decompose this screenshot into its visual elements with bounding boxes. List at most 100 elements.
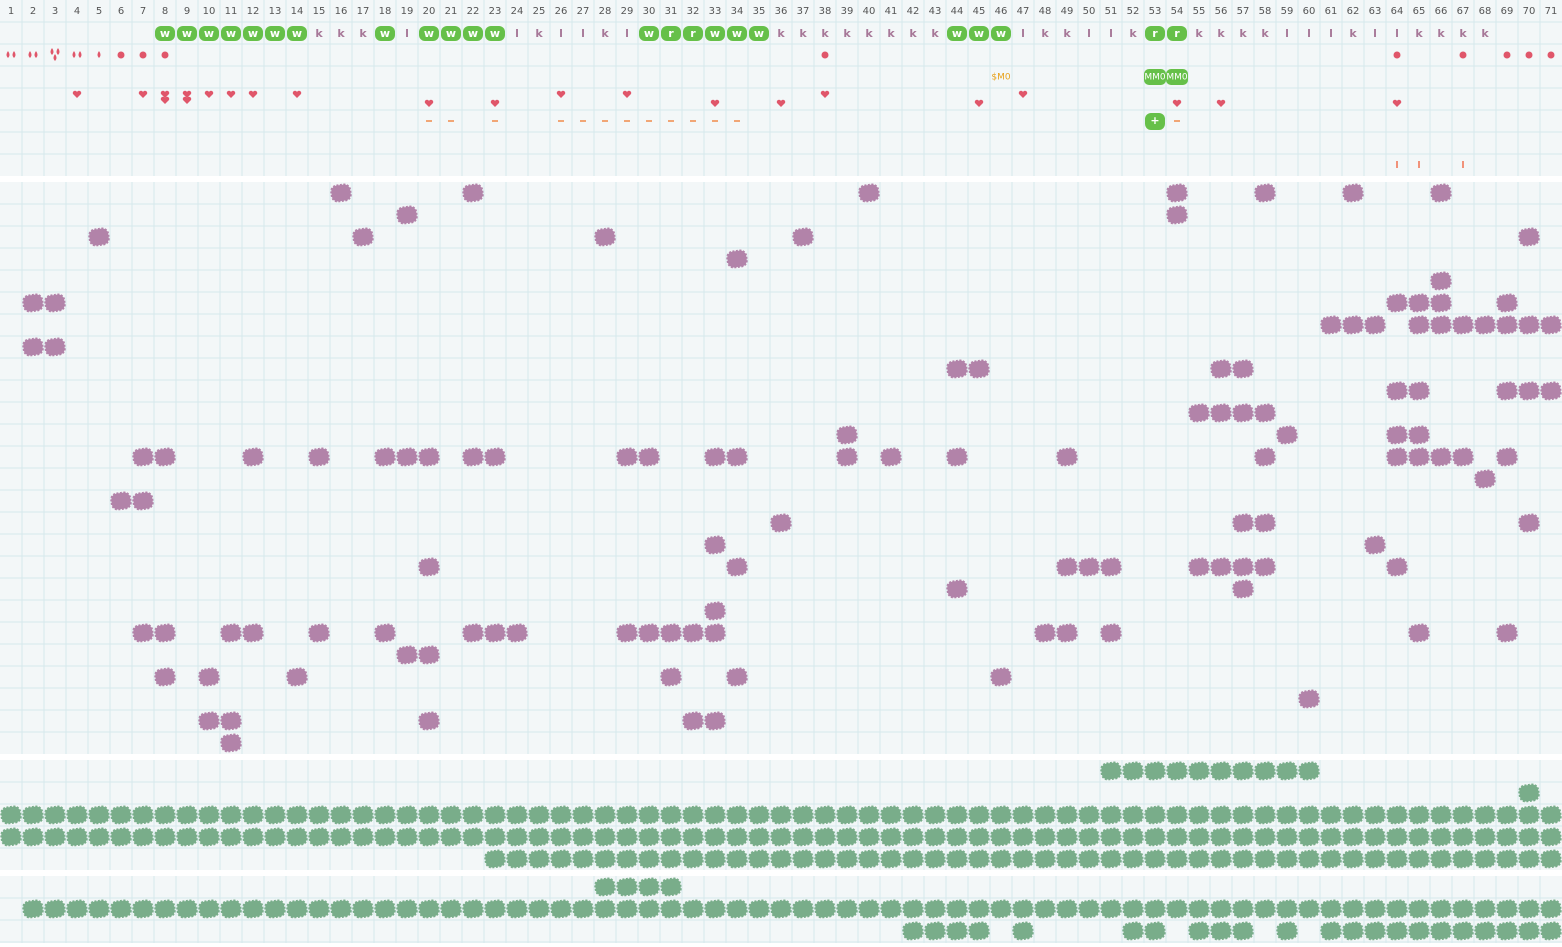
letter-badge: [1145, 26, 1165, 41]
blob: [1320, 849, 1342, 869]
blob: [132, 623, 154, 643]
blob: [1232, 899, 1254, 919]
blob: [1034, 623, 1056, 643]
dot: [139, 51, 147, 59]
blob: [594, 877, 616, 897]
blob: [1100, 557, 1122, 577]
blob: [1496, 849, 1518, 869]
blob: [704, 535, 726, 555]
blob: [1100, 899, 1122, 919]
letter: w: [292, 27, 302, 40]
blob: [1496, 623, 1518, 643]
blob: [132, 827, 154, 847]
blob: [484, 899, 506, 919]
blob: [880, 849, 902, 869]
blob: [946, 921, 968, 941]
blob: [1540, 805, 1562, 825]
blob: [220, 733, 242, 753]
column-number: 20: [423, 6, 436, 17]
blob: [1122, 899, 1144, 919]
letter-badge: [243, 26, 263, 41]
blob: [1144, 849, 1166, 869]
drop: [53, 54, 57, 61]
blob: [1210, 827, 1232, 847]
column-number: 44: [951, 6, 964, 17]
blob: [1298, 805, 1320, 825]
blob: [1276, 425, 1298, 445]
blob: [814, 805, 836, 825]
blob: [594, 827, 616, 847]
blob: [638, 805, 660, 825]
blob: [1408, 623, 1430, 643]
blob: [418, 827, 440, 847]
column-number: 32: [687, 6, 700, 17]
blob: [704, 623, 726, 643]
blob: [154, 899, 176, 919]
column-number: 47: [1017, 6, 1030, 17]
blob: [506, 899, 528, 919]
blob: [660, 899, 682, 919]
column-number: 51: [1105, 6, 1118, 17]
column-number: 59: [1281, 6, 1294, 17]
blob: [924, 805, 946, 825]
blob: [1210, 761, 1232, 781]
blob: [1276, 921, 1298, 941]
blob: [1408, 921, 1430, 941]
column-number: 67: [1457, 6, 1470, 17]
heart: [1018, 90, 1028, 98]
blob: [660, 827, 682, 847]
letter-badge: [969, 26, 989, 41]
blob: [814, 827, 836, 847]
blob: [396, 899, 418, 919]
column-number: 37: [797, 6, 810, 17]
blob: [1496, 447, 1518, 467]
column-number: 7: [140, 6, 146, 17]
column-number: 28: [599, 6, 612, 17]
blob: [770, 849, 792, 869]
blob: [1452, 447, 1474, 467]
letter-badge: [639, 26, 659, 41]
letter: l: [1087, 27, 1091, 40]
column-number: 68: [1479, 6, 1492, 17]
blob: [1452, 849, 1474, 869]
column-number: 57: [1237, 6, 1250, 17]
blob: [1320, 921, 1342, 941]
heart: [974, 99, 984, 107]
blob: [528, 899, 550, 919]
dot: [1459, 51, 1467, 59]
letter: k: [535, 27, 543, 40]
blob: [1430, 315, 1452, 335]
blob: [1298, 689, 1320, 709]
blob: [814, 849, 836, 869]
letter-badge: [419, 26, 439, 41]
blob: [660, 667, 682, 687]
blob: [946, 579, 968, 599]
blob: [792, 849, 814, 869]
blob: [1364, 805, 1386, 825]
column-number: 70: [1523, 6, 1536, 17]
blob: [1188, 899, 1210, 919]
blob: [704, 899, 726, 919]
blob: [594, 227, 616, 247]
blob: [1188, 849, 1210, 869]
letter: w: [754, 27, 764, 40]
blob: [396, 827, 418, 847]
blob: [1518, 849, 1540, 869]
blob: [858, 827, 880, 847]
blob: [616, 899, 638, 919]
blob: [902, 899, 924, 919]
heart: [292, 90, 302, 98]
blob: [1452, 315, 1474, 335]
blob: [1518, 783, 1540, 803]
blob: [1540, 849, 1562, 869]
blob: [220, 827, 242, 847]
blob: [1452, 805, 1474, 825]
blob: [1210, 403, 1232, 423]
plus-badge: +: [1150, 114, 1159, 127]
column-number: 36: [775, 6, 788, 17]
blob: [1232, 403, 1254, 423]
blob: [462, 447, 484, 467]
blob: [264, 827, 286, 847]
blob: [616, 805, 638, 825]
blob: [1298, 899, 1320, 919]
